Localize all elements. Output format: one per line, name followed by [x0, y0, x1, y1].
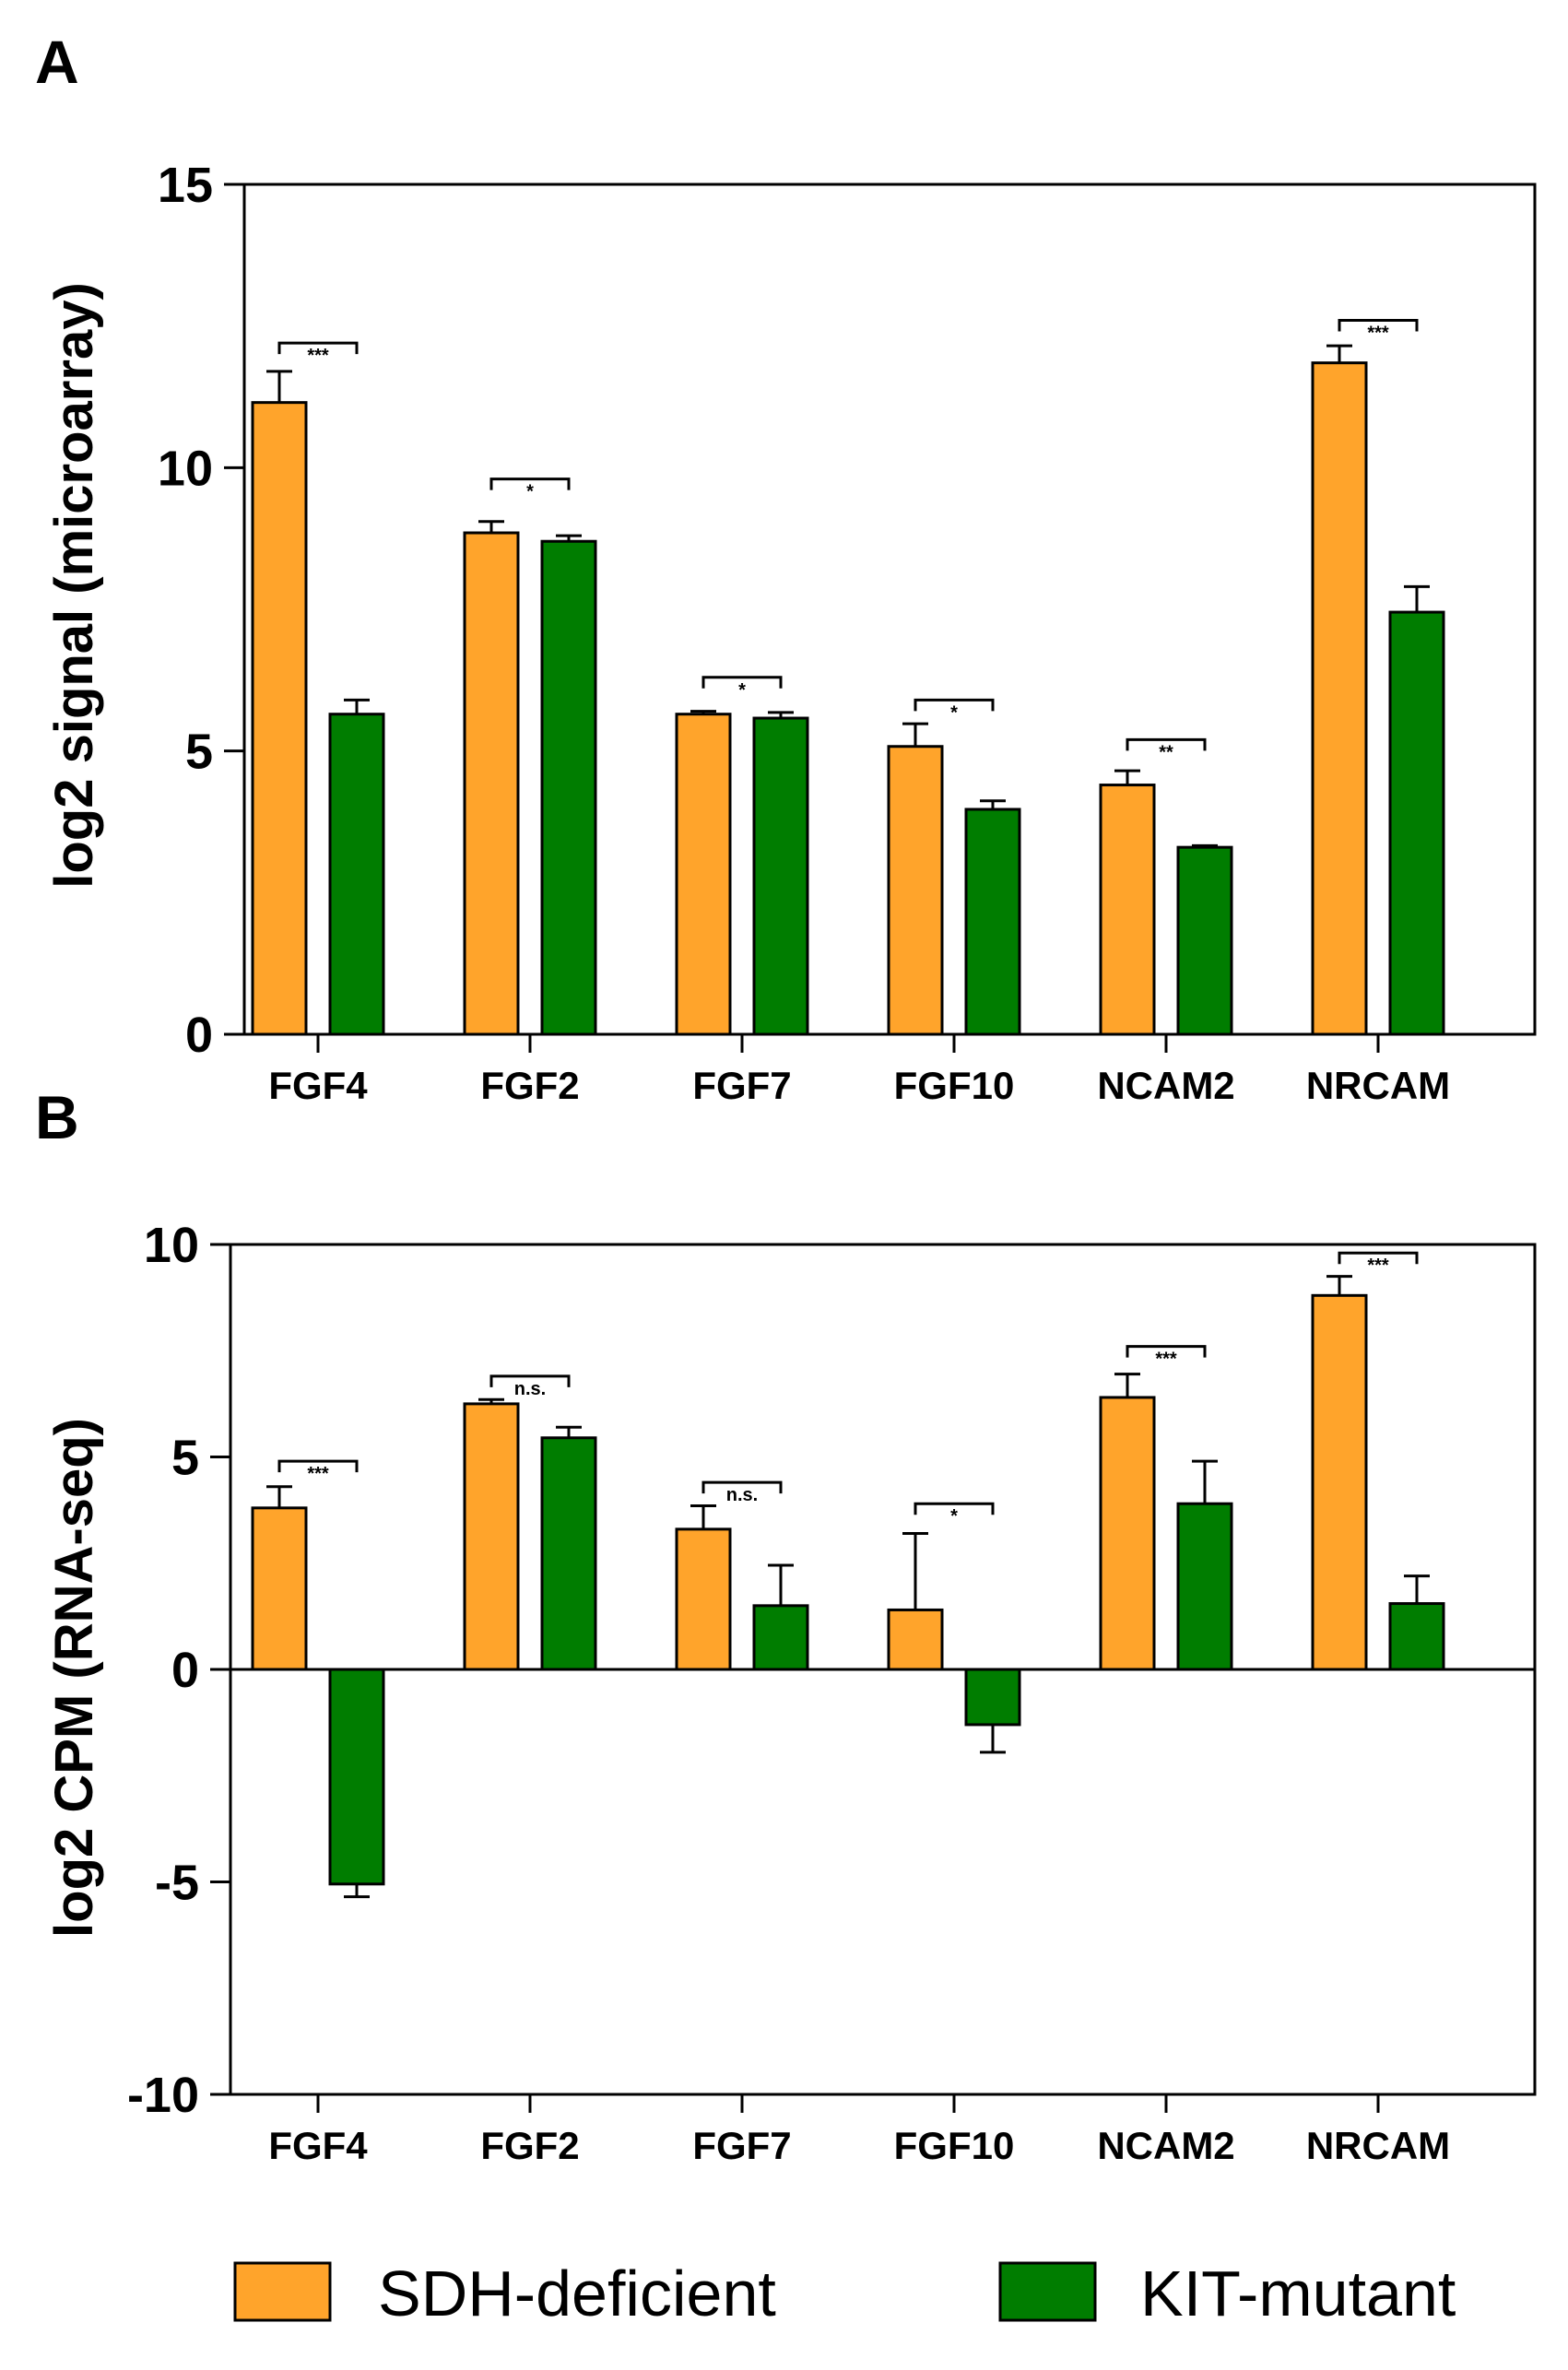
panel-b-bar-sdh-fgf2 [463, 1402, 520, 1671]
panel-a-sig-label: * [950, 702, 958, 723]
panel-b-x-tick-label: FGF10 [894, 2124, 1015, 2167]
panel-b-bar-kit-fgf4 [328, 1668, 385, 1886]
legend-label-kit: KIT-mutant [1140, 2258, 1456, 2329]
legend-label-sdh: SDH-deficient [378, 2258, 776, 2329]
panel-a-sig-bracket [277, 341, 359, 355]
panel-b-x-tick-label: FGF7 [692, 2124, 791, 2167]
panel-a-bar-sdh-fgf7 [675, 713, 732, 1036]
panel-b-bar-sdh-nrcam [1311, 1293, 1368, 1671]
legend: SDH-deficient KIT-mutant [233, 2258, 1456, 2329]
panel-a-bar-kit-fgf10 [964, 808, 1021, 1036]
panel-a-x-tick-label: FGF7 [692, 1064, 791, 1107]
panel-a-bar-sdh-nrcam [1311, 361, 1368, 1036]
panel-b-label: B [35, 1083, 79, 1151]
panel-a-label: A [35, 28, 79, 96]
legend-swatch-sdh [233, 2261, 332, 2322]
panel-b-bar-sdh-ncam2 [1099, 1396, 1156, 1671]
panel-a-sig-label: * [526, 482, 534, 502]
panel-b-bar-kit-fgf7 [752, 1604, 809, 1671]
panel-b-sig-bracket [1126, 1345, 1207, 1358]
panel-a-bar-kit-fgf2 [540, 539, 597, 1036]
panel-b-y-tick-label: 10 [144, 1218, 199, 1273]
panel-a-bar-sdh-ncam2 [1099, 784, 1156, 1036]
panel-b-y-tick-label: 5 [171, 1431, 199, 1486]
panel-a-chart: A log2 signal (microarray) 0 5 10 15 FGF4 FG… [35, 28, 1537, 1107]
panel-b-x-tick-label: FGF4 [268, 2124, 368, 2167]
panel-a-bar-sdh-fgf10 [887, 745, 944, 1036]
panel-b-sig-bracket [489, 1374, 571, 1387]
panel-a-y-tick-label: 10 [158, 441, 213, 496]
panel-b-sig-bracket [701, 1480, 783, 1494]
panel-b-sig-bracket [277, 1459, 359, 1473]
panel-a-sig-bracket [1126, 737, 1207, 751]
panel-b-x-tick-label: FGF2 [480, 2124, 579, 2167]
panel-b-bar-sdh-fgf7 [675, 1527, 732, 1671]
legend-swatch-kit [998, 2261, 1097, 2322]
panel-b-sig-label: *** [307, 1464, 329, 1484]
panel-a-sig-bracket [701, 676, 783, 689]
panel-a-y-tick-label: 15 [158, 158, 213, 213]
panel-b-sig-label: n.s. [726, 1485, 758, 1505]
panel-a-x-tick-label: NCAM2 [1097, 1064, 1234, 1107]
panel-a-sig-bracket [489, 478, 571, 490]
panel-a-sig-bracket [1338, 319, 1419, 332]
panel-b-sig-label: *** [1367, 1256, 1389, 1276]
panel-b-y-tick-label: -10 [127, 2068, 199, 2123]
panel-b-x-tick-label: NRCAM [1306, 2124, 1450, 2167]
panel-a-x-tick-label: FGF4 [268, 1064, 368, 1107]
panel-a-bar-kit-ncam2 [1176, 845, 1233, 1036]
panel-a-y-tick-label: 0 [185, 1008, 213, 1063]
panel-a-bar-kit-fgf4 [328, 713, 385, 1036]
legend-item-sdh: SDH-deficient [233, 2258, 776, 2329]
panel-b-bar-kit-ncam2 [1176, 1502, 1233, 1671]
panel-a-sig-label: ** [1159, 742, 1173, 762]
panel-a-bar-kit-fgf7 [752, 716, 809, 1036]
panel-b-bar-kit-nrcam [1388, 1602, 1445, 1671]
panel-b-y-tick-label: -5 [155, 1856, 199, 1911]
panel-b-sig-label: *** [1155, 1350, 1177, 1370]
panel-b-bar-kit-fgf10 [964, 1668, 1021, 1727]
panel-a-x-tick-label: FGF10 [894, 1064, 1015, 1107]
panel-b-bar-kit-fgf2 [540, 1436, 597, 1671]
panel-b-y-axis-title: log2 CPM (RNA-seq) [44, 1418, 104, 1938]
panel-b-bar-sdh-fgf10 [887, 1608, 944, 1671]
panel-b-bar-sdh-fgf4 [251, 1506, 308, 1671]
panel-a-sig-label: *** [1367, 324, 1389, 344]
panel-b-y-tick-label: 0 [171, 1643, 199, 1698]
panel-a-y-tick-label: 5 [185, 725, 213, 780]
panel-a-sig-label: * [738, 680, 746, 701]
panel-a-bar-sdh-fgf4 [251, 401, 308, 1036]
panel-b-sig-bracket [1338, 1251, 1419, 1265]
legend-item-kit: KIT-mutant [998, 2258, 1456, 2329]
panel-a-sig-bracket [914, 698, 995, 712]
panel-a-x-tick-label: NRCAM [1306, 1064, 1450, 1107]
panel-a-bar-kit-nrcam [1388, 610, 1445, 1036]
panel-a-sig-label: *** [307, 346, 329, 366]
panel-b-chart: B log2 CPM (RNA-seq) -10 -5 0 5 10 FGF4 FGF2 F… [35, 1083, 1537, 2167]
panel-a-x-tick-label: FGF2 [480, 1064, 579, 1107]
panel-b-sig-label: * [950, 1506, 958, 1527]
panel-b-x-tick-label: NCAM2 [1097, 2124, 1234, 2167]
panel-b-sig-bracket [914, 1502, 995, 1515]
panel-a-bar-sdh-fgf2 [463, 531, 520, 1036]
panel-b-sig-label: n.s. [514, 1379, 546, 1399]
panel-a-y-axis-title: log2 signal (microarray) [44, 282, 104, 889]
